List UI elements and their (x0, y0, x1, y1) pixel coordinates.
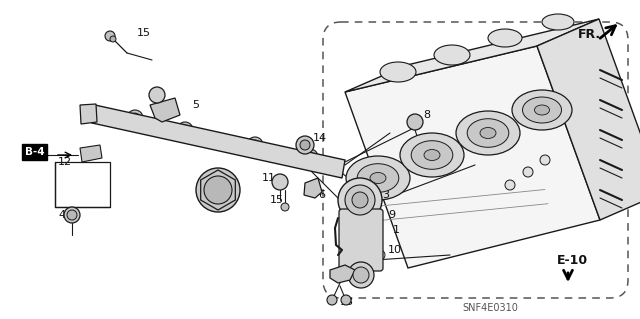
Circle shape (345, 185, 375, 215)
Bar (55, 162, 110, 207)
Circle shape (505, 180, 515, 190)
Ellipse shape (467, 119, 509, 147)
Text: 7: 7 (200, 195, 207, 205)
Text: 15: 15 (270, 195, 284, 205)
Text: 9: 9 (388, 210, 395, 220)
Ellipse shape (522, 97, 561, 123)
Circle shape (327, 295, 337, 305)
Ellipse shape (357, 164, 399, 192)
Text: 15: 15 (137, 28, 151, 38)
Circle shape (67, 210, 77, 220)
Circle shape (353, 267, 369, 283)
Ellipse shape (380, 62, 416, 82)
Text: 8: 8 (423, 110, 430, 120)
Circle shape (177, 122, 193, 138)
Polygon shape (330, 265, 355, 283)
Text: 3: 3 (382, 190, 389, 200)
Text: 5: 5 (192, 100, 199, 110)
Circle shape (338, 178, 382, 222)
Text: 12: 12 (58, 157, 72, 167)
Circle shape (296, 136, 314, 154)
Ellipse shape (346, 156, 410, 200)
Polygon shape (345, 19, 599, 92)
Ellipse shape (400, 133, 464, 177)
Text: 6: 6 (318, 190, 325, 200)
Ellipse shape (412, 141, 453, 169)
Circle shape (196, 168, 240, 212)
Circle shape (523, 167, 533, 177)
Text: 1: 1 (393, 225, 400, 235)
Text: E-10: E-10 (557, 254, 588, 266)
Circle shape (250, 140, 260, 150)
Polygon shape (92, 105, 345, 178)
Circle shape (180, 125, 190, 135)
Circle shape (302, 149, 318, 165)
Ellipse shape (424, 150, 440, 160)
Text: 14: 14 (313, 133, 327, 143)
Polygon shape (80, 104, 97, 124)
Circle shape (305, 152, 315, 162)
Polygon shape (150, 98, 180, 122)
Circle shape (64, 207, 80, 223)
Ellipse shape (542, 14, 574, 30)
Circle shape (127, 110, 143, 126)
Ellipse shape (480, 128, 496, 138)
Circle shape (348, 262, 374, 288)
Ellipse shape (488, 29, 522, 47)
Ellipse shape (370, 173, 386, 183)
Circle shape (204, 176, 232, 204)
Polygon shape (345, 46, 600, 268)
Polygon shape (537, 19, 640, 220)
Circle shape (407, 114, 423, 130)
Text: FR.: FR. (578, 28, 601, 41)
Text: 2: 2 (355, 262, 362, 272)
Circle shape (300, 140, 310, 150)
Circle shape (272, 174, 288, 190)
Circle shape (540, 155, 550, 165)
Circle shape (105, 31, 115, 41)
FancyBboxPatch shape (323, 22, 628, 298)
Circle shape (130, 113, 140, 123)
Circle shape (355, 235, 365, 245)
FancyBboxPatch shape (339, 209, 383, 271)
Circle shape (149, 87, 165, 103)
Text: SNF4E0310: SNF4E0310 (462, 303, 518, 313)
Circle shape (247, 137, 263, 153)
Ellipse shape (434, 45, 470, 65)
Circle shape (341, 295, 351, 305)
Ellipse shape (512, 90, 572, 130)
Circle shape (352, 192, 368, 208)
Text: B-4: B-4 (25, 147, 45, 157)
Circle shape (281, 203, 289, 211)
Circle shape (375, 250, 385, 260)
Text: 4: 4 (58, 210, 65, 220)
Polygon shape (80, 145, 102, 162)
Ellipse shape (534, 105, 550, 115)
Ellipse shape (456, 111, 520, 155)
Polygon shape (304, 178, 322, 198)
Text: 11: 11 (262, 173, 276, 183)
Circle shape (110, 36, 116, 42)
Text: 13: 13 (340, 297, 354, 307)
Text: 10: 10 (388, 245, 402, 255)
